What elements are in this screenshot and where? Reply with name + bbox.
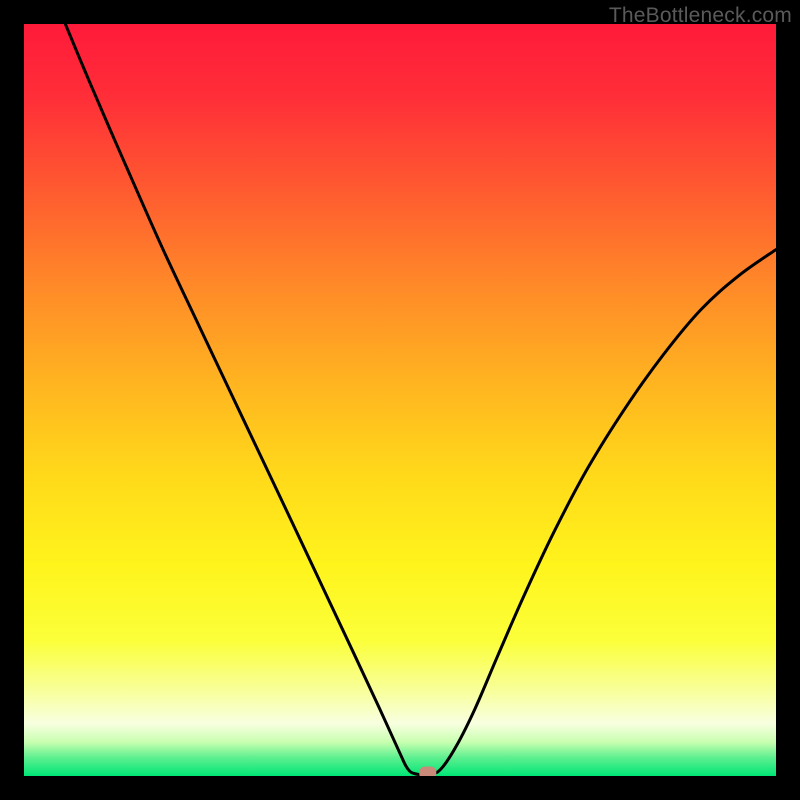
chart-stage: TheBottleneck.com xyxy=(0,0,800,800)
bottleneck-plot xyxy=(0,0,800,800)
watermark-text: TheBottleneck.com xyxy=(609,4,792,28)
optimum-marker xyxy=(420,767,436,779)
gradient-background xyxy=(24,24,776,776)
